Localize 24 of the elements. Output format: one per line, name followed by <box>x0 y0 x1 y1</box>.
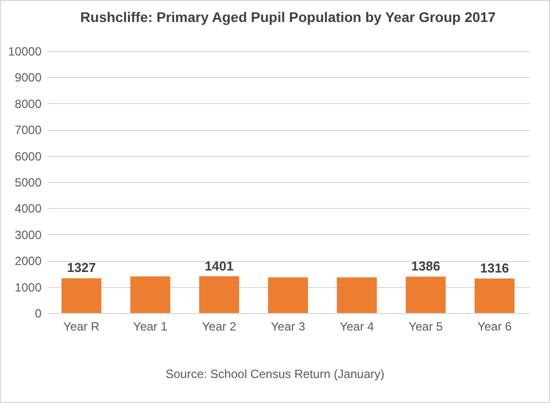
y-tick-label: 1000 <box>14 280 42 294</box>
x-tick-label: Year 4 <box>340 320 374 334</box>
y-tick-label: 5000 <box>14 176 42 190</box>
x-tick-label: Year 1 <box>133 320 168 334</box>
y-tick-label: 6000 <box>14 149 42 164</box>
data-label: 1386 <box>411 258 440 274</box>
y-tick-label: 3000 <box>14 228 42 242</box>
y-tick-label: 8000 <box>14 96 42 111</box>
data-label: 1316 <box>480 260 510 276</box>
x-tick-label: Year 2 <box>202 320 237 334</box>
data-label: 1327 <box>66 260 96 276</box>
y-tick-label: 2000 <box>14 254 42 268</box>
y-tick-label: 7000 <box>14 123 42 138</box>
y-tick-label: 10000 <box>8 44 42 58</box>
data-label: 1401 <box>204 258 234 274</box>
chart-title: Rushcliffe: Primary Aged Pupil Population by Year Group 2017 <box>80 9 496 25</box>
y-tick-label: 0 <box>34 306 42 320</box>
x-tick-label: Year 5 <box>408 320 444 334</box>
y-tick-label: 4000 <box>14 202 42 216</box>
x-tick-label: Year R <box>63 320 100 334</box>
x-tick-label: Year 6 <box>477 320 512 334</box>
x-tick-label: Year 3 <box>270 320 306 334</box>
y-tick-label: 9000 <box>14 70 42 85</box>
source-note: Source: School Census Return (January) <box>164 367 386 381</box>
